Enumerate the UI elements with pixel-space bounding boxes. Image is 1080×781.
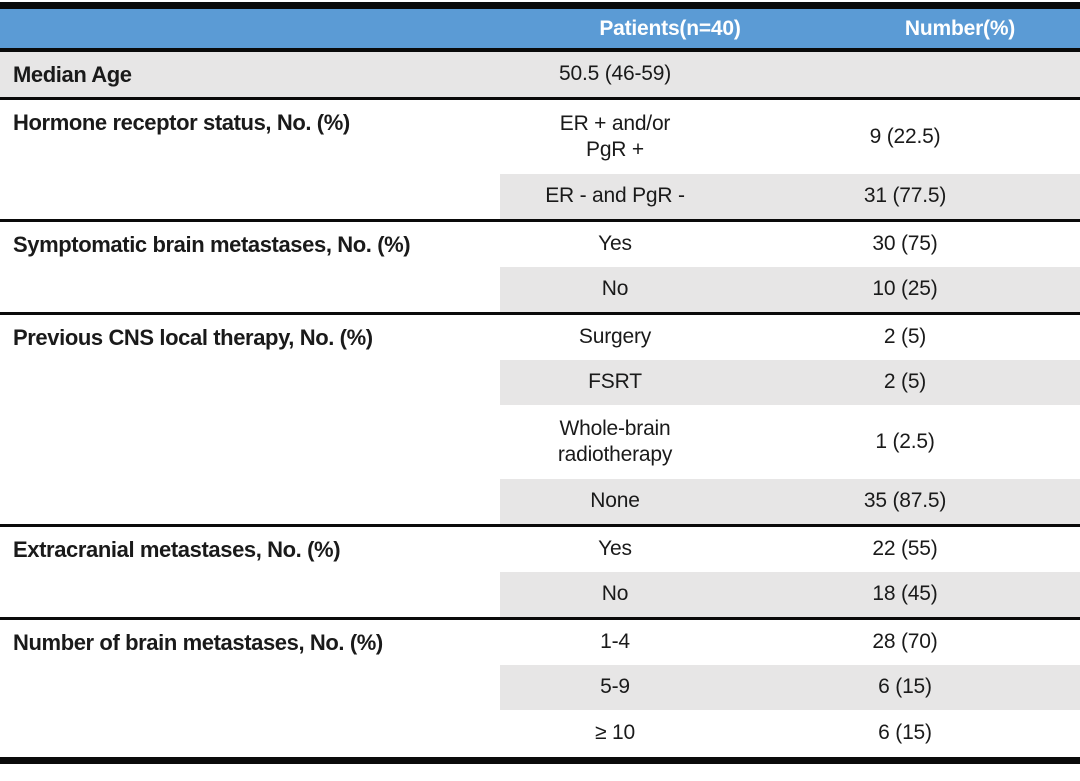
patients-cell: 50.5 (46-59) bbox=[558, 62, 671, 86]
category-label: Hormone receptor status, No. (%) bbox=[13, 110, 350, 135]
number-cell: 18 (45) bbox=[872, 582, 938, 606]
patients-cell: None bbox=[590, 489, 640, 513]
patients-cell: Surgery bbox=[578, 325, 652, 349]
top-border-rule bbox=[0, 2, 1080, 9]
table-row: Number of brain metastases, No. (%) 1-4 … bbox=[0, 620, 1080, 665]
table-row: 5-9 6 (15) bbox=[0, 665, 1080, 710]
table-row: Whole-brain radiotherapy 1 (2.5) bbox=[0, 405, 1080, 479]
patients-cell: FSRT bbox=[588, 370, 642, 394]
number-cell: 28 (70) bbox=[872, 630, 938, 654]
group-previous-cns-local-therapy: Previous CNS local therapy, No. (%) Surg… bbox=[0, 315, 1080, 527]
number-cell: 2 (5) bbox=[883, 370, 927, 394]
table-row: ≥ 10 6 (15) bbox=[0, 710, 1080, 757]
category-label: Extracranial metastases, No. (%) bbox=[13, 536, 341, 562]
header-patients-cell: Patients(n=40) bbox=[599, 16, 741, 40]
bottom-margin bbox=[0, 764, 1080, 778]
number-cell: 6 (15) bbox=[878, 721, 932, 745]
number-cell: 31 (77.5) bbox=[863, 184, 947, 208]
table-row: None 35 (87.5) bbox=[0, 479, 1080, 524]
table-header-row: Patients(n=40) Number(%) bbox=[0, 9, 1080, 52]
number-cell: 6 (15) bbox=[878, 675, 932, 699]
number-cell: 35 (87.5) bbox=[863, 489, 947, 513]
category-label-spacer bbox=[0, 405, 500, 415]
group-extracranial-metastases: Extracranial metastases, No. (%) Yes 22 … bbox=[0, 527, 1080, 620]
category-label: Symptomatic brain metastases, No. (%) bbox=[13, 231, 411, 257]
patients-cell: No bbox=[601, 582, 629, 606]
group-median-age: Median Age 50.5 (46-59) bbox=[0, 52, 1080, 100]
number-cell: 9 (22.5) bbox=[869, 124, 941, 148]
patients-cell: ER + and/or PgR + bbox=[559, 111, 671, 161]
patients-cell: Whole-brain radiotherapy bbox=[557, 416, 673, 466]
table-row: Previous CNS local therapy, No. (%) Surg… bbox=[0, 315, 1080, 360]
number-cell: 22 (55) bbox=[872, 537, 938, 561]
table-row: Median Age 50.5 (46-59) bbox=[0, 52, 1080, 97]
table-row: FSRT 2 (5) bbox=[0, 360, 1080, 405]
patients-cell: ≥ 10 bbox=[595, 721, 635, 745]
group-hormone-receptor-status: Hormone receptor status, No. (%) ER + an… bbox=[0, 100, 1080, 222]
number-cell: 30 (75) bbox=[872, 232, 938, 256]
header-number-cell: Number(%) bbox=[904, 16, 1016, 40]
patients-cell: 5-9 bbox=[600, 675, 630, 699]
category-label: Median Age bbox=[13, 61, 132, 87]
table-row: Symptomatic brain metastases, No. (%) Ye… bbox=[0, 222, 1080, 267]
table-row: Extracranial metastases, No. (%) Yes 22 … bbox=[0, 527, 1080, 572]
category-label: Number of brain metastases, No. (%) bbox=[13, 629, 383, 655]
number-cell: 2 (5) bbox=[883, 325, 927, 349]
group-symptomatic-brain-metastases: Symptomatic brain metastases, No. (%) Ye… bbox=[0, 222, 1080, 315]
table-row: ER - and PgR - 31 (77.5) bbox=[0, 174, 1080, 219]
patients-cell: No bbox=[601, 277, 629, 301]
table-row: Hormone receptor status, No. (%) ER + an… bbox=[0, 100, 1080, 174]
number-cell: 10 (25) bbox=[872, 277, 938, 301]
patients-cell: Yes bbox=[598, 537, 632, 561]
patients-cell: ER - and PgR - bbox=[545, 184, 685, 208]
table-row: No 18 (45) bbox=[0, 572, 1080, 617]
patients-cell: Yes bbox=[598, 232, 632, 256]
number-cell: 1 (2.5) bbox=[875, 429, 935, 453]
group-number-of-brain-metastases: Number of brain metastases, No. (%) 1-4 … bbox=[0, 620, 1080, 757]
patients-cell: 1-4 bbox=[600, 630, 630, 654]
category-label: Previous CNS local therapy, No. (%) bbox=[13, 324, 373, 350]
table-row: No 10 (25) bbox=[0, 267, 1080, 312]
bottom-border-rule bbox=[0, 757, 1080, 764]
